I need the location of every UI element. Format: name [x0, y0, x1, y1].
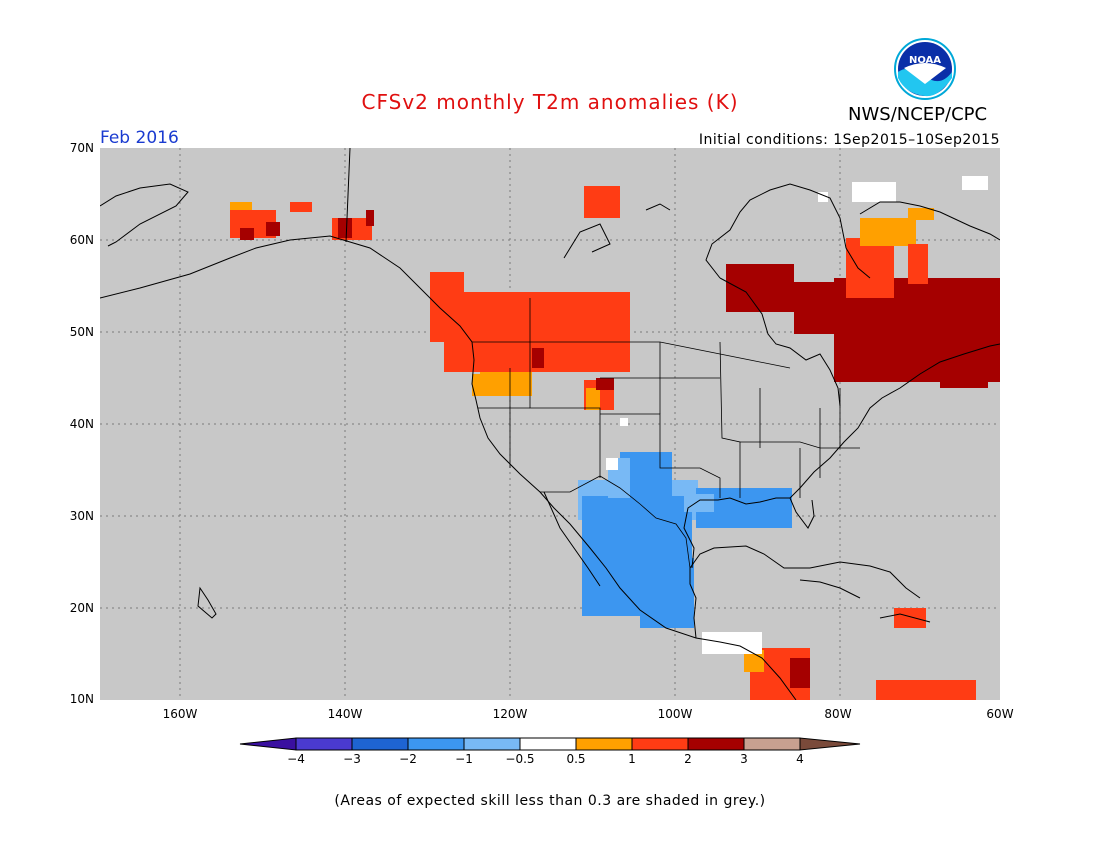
- warm-anomaly-east-canada: [726, 208, 1000, 388]
- colorbar-label: 2: [684, 752, 692, 766]
- lat-label-50N: 50N: [69, 325, 94, 339]
- colorbar-label: 1: [628, 752, 636, 766]
- colorbar-swatch: [631, 737, 689, 751]
- colorbar-label: −1: [455, 752, 473, 766]
- colorbar-label: −2: [399, 752, 417, 766]
- lat-label-10N: 10N: [69, 692, 94, 706]
- lat-label-60N: 60N: [69, 233, 94, 247]
- colorbar: [239, 737, 861, 751]
- lat-label-70N: 70N: [69, 141, 94, 155]
- colorbar-swatch: [575, 737, 633, 751]
- lat-label-20N: 20N: [69, 601, 94, 615]
- colorbar-swatch: [463, 737, 521, 751]
- colorbar-label: 0.5: [566, 752, 586, 766]
- colorbar-label: −4: [287, 752, 305, 766]
- organization-label: NWS/NCEP/CPC: [848, 104, 988, 125]
- lat-label-40N: 40N: [69, 417, 94, 431]
- lon-label-60W: 60W: [986, 707, 1014, 721]
- colorbar-swatch: [351, 737, 409, 751]
- political-borders: [472, 298, 860, 569]
- lon-label-80W: 80W: [824, 707, 852, 721]
- warm-anomaly-greenland: [584, 186, 620, 218]
- colorbar-swatch: [687, 737, 745, 751]
- forecast-month: Feb 2016: [100, 128, 179, 148]
- coastlines: [100, 148, 1000, 700]
- warm-anomaly-alaska: [230, 202, 374, 240]
- anomaly-map: [100, 148, 1000, 700]
- colorbar-swatch-high: [799, 737, 861, 751]
- noaa-logo: NOAA: [894, 38, 956, 100]
- lon-label-100W: 100W: [657, 707, 693, 721]
- colorbar-label: 4: [796, 752, 804, 766]
- colorbar-label: −3: [343, 752, 361, 766]
- colorbar-swatch: [743, 737, 801, 751]
- cool-anomaly-southwest: [578, 176, 988, 654]
- map-title: CFSv2 monthly T2m anomalies (K): [361, 90, 739, 114]
- colorbar-swatch: [295, 737, 353, 751]
- lat-label-30N: 30N: [69, 509, 94, 523]
- lon-label-120W: 120W: [492, 707, 528, 721]
- colorbar-label: −0.5: [505, 752, 535, 766]
- lon-label-160W: 160W: [162, 707, 198, 721]
- colorbar-swatch: [407, 737, 465, 751]
- colorbar-label: 3: [740, 752, 748, 766]
- initial-conditions: Initial conditions: 1Sep2015–10Sep2015: [698, 132, 1000, 148]
- warm-anomaly-pacific-northwest: [430, 272, 630, 410]
- skill-footnote: (Areas of expected skill less than 0.3 a…: [334, 793, 766, 809]
- logo-text: NOAA: [909, 55, 941, 66]
- lon-label-140W: 140W: [327, 707, 363, 721]
- colorbar-swatch-low: [239, 737, 297, 751]
- colorbar-swatch: [519, 737, 577, 751]
